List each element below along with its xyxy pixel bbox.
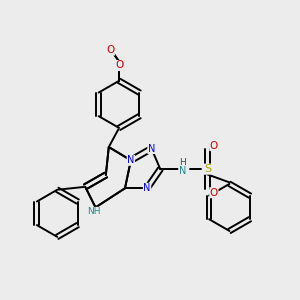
Text: N: N [148,143,155,154]
Text: NH: NH [87,207,101,216]
Text: N: N [127,155,134,165]
Text: O: O [115,61,123,70]
Text: N: N [143,183,151,193]
Text: N: N [179,166,186,176]
Text: S: S [204,164,211,174]
Text: O: O [210,141,218,151]
Text: O: O [115,61,123,70]
Text: O: O [106,45,114,55]
Text: H: H [179,158,186,167]
Text: O: O [210,188,218,198]
